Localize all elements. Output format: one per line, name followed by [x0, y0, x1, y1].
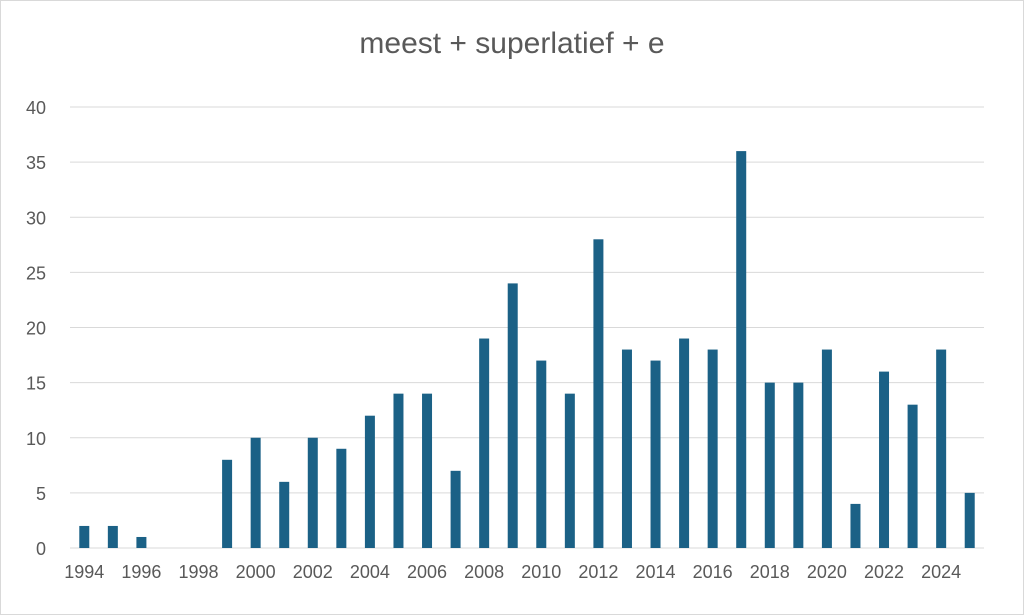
bar-2002 — [307, 437, 318, 548]
x-tick-label: 2020 — [807, 562, 847, 582]
x-tick-label: 2004 — [350, 562, 390, 582]
x-tick-label: 2022 — [864, 562, 904, 582]
bar-2004 — [364, 415, 375, 548]
bar-1994 — [79, 525, 90, 548]
bar-1999 — [222, 459, 233, 548]
bar-1996 — [136, 536, 147, 548]
bar-2010 — [536, 360, 547, 548]
x-tick-label: 2008 — [464, 562, 504, 582]
bar-2025 — [964, 492, 975, 548]
bar-2024 — [936, 349, 947, 548]
bar-2012 — [593, 239, 604, 549]
y-tick-label: 15 — [26, 374, 46, 394]
x-tick-label: 2012 — [578, 562, 618, 582]
bar-2014 — [650, 360, 661, 548]
y-tick-label: 5 — [36, 484, 46, 504]
bar-2005 — [393, 393, 404, 548]
x-tick-label: 2000 — [236, 562, 276, 582]
y-tick-label: 30 — [26, 208, 46, 228]
bar-2001 — [279, 481, 290, 548]
x-tick-label: 2016 — [693, 562, 733, 582]
y-tick-label: 35 — [26, 153, 46, 173]
bar-2020 — [821, 349, 832, 548]
x-tick-label: 2018 — [750, 562, 790, 582]
chart-title: meest + superlatief + e — [359, 27, 665, 60]
x-tick-label: 2024 — [921, 562, 961, 582]
y-tick-label: 40 — [26, 98, 46, 118]
x-tick-label: 2002 — [293, 562, 333, 582]
bar-2006 — [422, 393, 433, 548]
bar-2000 — [250, 437, 261, 548]
x-tick-label: 2010 — [521, 562, 561, 582]
y-tick-label: 20 — [26, 319, 46, 339]
bar-2017 — [736, 151, 747, 548]
bar-2009 — [507, 283, 518, 548]
bar-2022 — [879, 371, 890, 548]
bar-2015 — [679, 338, 690, 548]
bar-2016 — [707, 349, 718, 548]
bar-2003 — [336, 448, 347, 548]
bar-2011 — [564, 393, 575, 548]
x-tick-label: 2006 — [407, 562, 447, 582]
y-tick-label: 10 — [26, 429, 46, 449]
y-tick-label: 25 — [26, 263, 46, 283]
bar-2013 — [621, 349, 632, 548]
bar-1995 — [107, 525, 118, 548]
x-tick-label: 1998 — [179, 562, 219, 582]
bar-2018 — [764, 382, 775, 548]
x-tick-label: 2014 — [636, 562, 676, 582]
bar-2019 — [793, 382, 804, 548]
x-tick-label: 1996 — [121, 562, 161, 582]
bar-2007 — [450, 470, 461, 548]
bar-2023 — [907, 404, 918, 548]
x-tick-label: 1994 — [64, 562, 104, 582]
y-tick-label: 0 — [36, 539, 46, 559]
bar-2008 — [479, 338, 490, 548]
bar-2021 — [850, 503, 861, 548]
